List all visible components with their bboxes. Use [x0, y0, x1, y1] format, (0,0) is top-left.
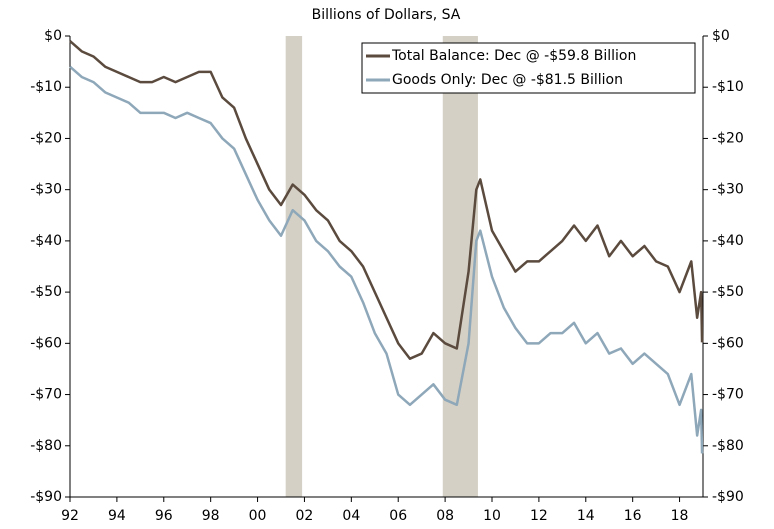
- y-tick-label: -$40: [30, 233, 62, 249]
- y-tick-label: -$20: [30, 130, 62, 146]
- series-line: [69, 40, 704, 360]
- y2-tick-label: -$50: [712, 284, 744, 300]
- y2-tick-label: -$20: [712, 130, 744, 146]
- y-tick-label: -$70: [30, 387, 62, 403]
- x-tick-label: 04: [342, 508, 360, 524]
- x-tick-label: 08: [436, 508, 454, 524]
- y-tick-label: -$30: [30, 182, 62, 198]
- y2-tick-label: -$40: [712, 233, 744, 249]
- y2-tick-label: -$10: [712, 79, 744, 95]
- y-tick-label: $0: [44, 28, 62, 44]
- y-tick-label: -$60: [30, 335, 62, 351]
- chart-title: Billions of Dollars, SA: [312, 7, 461, 23]
- shaded-period: [442, 36, 478, 497]
- x-tick-label: 12: [530, 508, 548, 524]
- x-tick-label: 10: [483, 508, 501, 524]
- x-tick-label: 92: [61, 508, 79, 524]
- x-tick-label: 02: [296, 508, 314, 524]
- shaded-period: [285, 36, 303, 497]
- y2-tick-label: $0: [712, 28, 730, 44]
- legend-label: Goods Only: Dec @ -$81.5 Billion: [392, 72, 623, 88]
- series-line: [69, 65, 704, 454]
- y-tick-label: -$90: [30, 489, 62, 505]
- x-tick-label: 18: [671, 508, 689, 524]
- y-tick-label: -$10: [30, 79, 62, 95]
- y2-tick-label: -$30: [712, 182, 744, 198]
- y2-tick-label: -$60: [712, 335, 744, 351]
- x-tick-label: 00: [249, 508, 267, 524]
- y2-tick-label: -$80: [712, 438, 744, 454]
- x-tick-label: 96: [155, 508, 173, 524]
- x-tick-label: 94: [108, 508, 126, 524]
- x-tick-label: 16: [624, 508, 642, 524]
- y-tick-label: -$80: [30, 438, 62, 454]
- x-tick-label: 06: [389, 508, 407, 524]
- legend-box: [361, 42, 696, 94]
- y2-tick-label: -$90: [712, 489, 744, 505]
- y-tick-label: -$50: [30, 284, 62, 300]
- y2-tick-label: -$70: [712, 387, 744, 403]
- x-tick-label: 14: [577, 508, 595, 524]
- x-tick-label: 98: [202, 508, 220, 524]
- legend-label: Total Balance: Dec @ -$59.8 Billion: [391, 48, 636, 64]
